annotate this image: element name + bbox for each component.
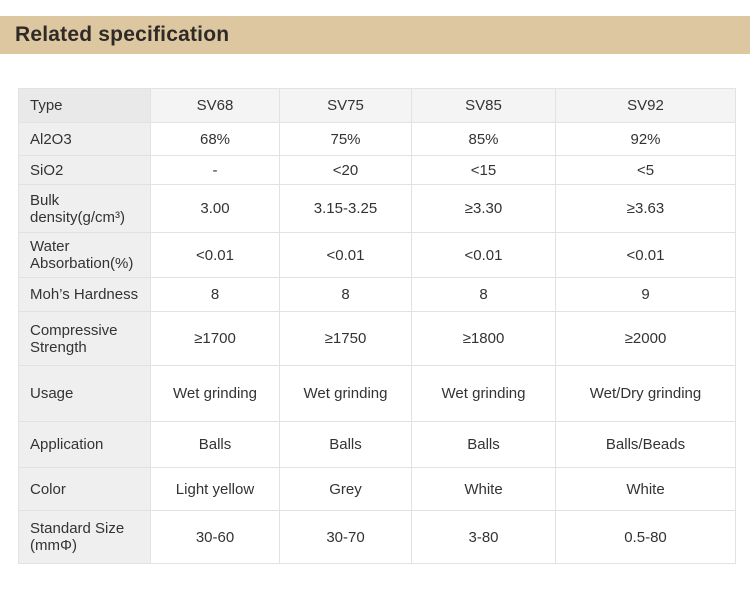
table-cell: <5 bbox=[555, 155, 736, 185]
table-cell: 9 bbox=[555, 277, 736, 312]
table-row: SiO2 - <20 <15 <5 bbox=[18, 155, 736, 185]
table-cell: <20 bbox=[279, 155, 412, 185]
table-cell: White bbox=[555, 467, 736, 511]
table-row: Color Light yellow Grey White White bbox=[18, 467, 736, 511]
table-cell: 30-60 bbox=[150, 510, 280, 564]
column-header: SV85 bbox=[411, 88, 556, 123]
column-header: SV75 bbox=[279, 88, 412, 123]
table-cell: Balls bbox=[150, 421, 280, 468]
table-cell: White bbox=[411, 467, 556, 511]
table-row: Bulk density(g/cm³) 3.00 3.15-3.25 ≥3.30… bbox=[18, 184, 736, 233]
table-cell: ≥1800 bbox=[411, 311, 556, 366]
table-cell: 68% bbox=[150, 122, 280, 156]
table-cell: <0.01 bbox=[279, 232, 412, 278]
table-cell: Balls/Beads bbox=[555, 421, 736, 468]
table-cell: Wet grinding bbox=[150, 365, 280, 422]
column-header: SV92 bbox=[555, 88, 736, 123]
table-cell: Wet grinding bbox=[279, 365, 412, 422]
table-row: Application Balls Balls Balls Balls/Bead… bbox=[18, 421, 736, 468]
table-cell: - bbox=[150, 155, 280, 185]
column-header: Type bbox=[18, 88, 151, 123]
table-cell: ≥3.30 bbox=[411, 184, 556, 233]
table-cell: 8 bbox=[411, 277, 556, 312]
table-cell: ≥1700 bbox=[150, 311, 280, 366]
row-label: Usage bbox=[18, 365, 151, 422]
table-cell: Balls bbox=[279, 421, 412, 468]
table-cell: 75% bbox=[279, 122, 412, 156]
table-cell: Light yellow bbox=[150, 467, 280, 511]
table-cell: <0.01 bbox=[411, 232, 556, 278]
table-cell: ≥2000 bbox=[555, 311, 736, 366]
table-cell: <0.01 bbox=[555, 232, 736, 278]
table-cell: Grey bbox=[279, 467, 412, 511]
section-title: Related specification bbox=[15, 23, 230, 46]
table-cell: 0.5-80 bbox=[555, 510, 736, 564]
row-label: Color bbox=[18, 467, 151, 511]
table-cell: 8 bbox=[279, 277, 412, 312]
table-cell: 3-80 bbox=[411, 510, 556, 564]
table-cell: 92% bbox=[555, 122, 736, 156]
column-header: SV68 bbox=[150, 88, 280, 123]
table-row: Al2O3 68% 75% 85% 92% bbox=[18, 122, 736, 156]
table-row: Compressive Strength ≥1700 ≥1750 ≥1800 ≥… bbox=[18, 311, 736, 366]
table-cell: <15 bbox=[411, 155, 556, 185]
specification-table: Type SV68 SV75 SV85 SV92 Al2O3 68% 75% 8… bbox=[18, 88, 736, 564]
table-cell: <0.01 bbox=[150, 232, 280, 278]
table-cell: Balls bbox=[411, 421, 556, 468]
row-label: SiO2 bbox=[18, 155, 151, 185]
table-cell: ≥3.63 bbox=[555, 184, 736, 233]
table-cell: 30-70 bbox=[279, 510, 412, 564]
table-row: Water Absorbation(%) <0.01 <0.01 <0.01 <… bbox=[18, 232, 736, 278]
row-label: Bulk density(g/cm³) bbox=[18, 184, 151, 233]
table-cell: Wet/Dry grinding bbox=[555, 365, 736, 422]
row-label: Application bbox=[18, 421, 151, 468]
table-cell: ≥1750 bbox=[279, 311, 412, 366]
table-cell: 85% bbox=[411, 122, 556, 156]
section-header: Related specification bbox=[0, 16, 750, 54]
table-header-row: Type SV68 SV75 SV85 SV92 bbox=[18, 88, 736, 123]
row-label: Moh’s Hardness bbox=[18, 277, 151, 312]
table-cell: 3.15-3.25 bbox=[279, 184, 412, 233]
table-row: Moh’s Hardness 8 8 8 9 bbox=[18, 277, 736, 312]
row-label: Compressive Strength bbox=[18, 311, 151, 366]
table-cell: 8 bbox=[150, 277, 280, 312]
row-label: Water Absorbation(%) bbox=[18, 232, 151, 278]
row-label: Standard Size (mmΦ) bbox=[18, 510, 151, 564]
table-row: Standard Size (mmΦ) 30-60 30-70 3-80 0.5… bbox=[18, 510, 736, 564]
row-label: Al2O3 bbox=[18, 122, 151, 156]
table-cell: 3.00 bbox=[150, 184, 280, 233]
table-cell: Wet grinding bbox=[411, 365, 556, 422]
table-row: Usage Wet grinding Wet grinding Wet grin… bbox=[18, 365, 736, 422]
